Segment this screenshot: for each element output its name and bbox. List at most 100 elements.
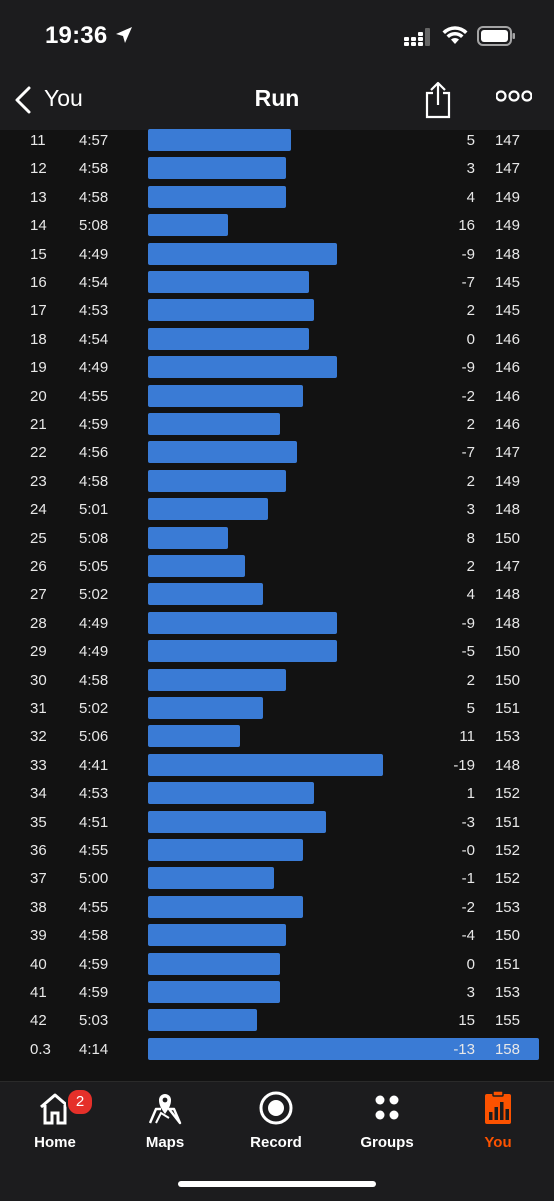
split-heart-rate: 146 — [494, 387, 520, 405]
split-elevation: -5 — [461, 643, 475, 661]
split-row: 25 5:08 8 150 — [0, 524, 554, 552]
record-icon — [259, 1091, 293, 1125]
split-pace-bar — [148, 185, 286, 208]
split-row: 17 4:53 2 145 — [0, 296, 554, 324]
split-km: 16 — [30, 274, 47, 291]
split-km: 31 — [30, 700, 47, 717]
split-km: 38 — [30, 898, 47, 916]
split-heart-rate: 147 — [494, 444, 520, 462]
split-pace-bar — [148, 526, 228, 549]
split-heart-rate: 147 — [494, 160, 520, 178]
split-pace-bar — [148, 413, 280, 435]
split-pace-bar — [148, 469, 286, 492]
split-pace: 4:55 — [79, 842, 109, 859]
split-km: 24 — [30, 501, 47, 519]
split-row: 19 4:49 -9 146 — [0, 353, 554, 381]
more-options-icon[interactable] — [496, 89, 532, 103]
split-pace-bar — [148, 214, 228, 237]
tab-you[interactable]: You — [443, 1082, 553, 1162]
split-row: 36 4:55 -0 152 — [0, 836, 554, 864]
split-heart-rate: 145 — [494, 302, 520, 320]
split-row: 13 4:58 4 149 — [0, 183, 554, 211]
split-pace: 4:54 — [79, 274, 109, 291]
split-pace-bar — [148, 810, 326, 833]
split-row: 21 4:59 2 146 — [0, 410, 554, 438]
split-pace: 4:49 — [79, 614, 109, 632]
split-row: 34 4:53 1 152 — [0, 779, 554, 807]
split-pace-bar — [148, 242, 338, 265]
split-elevation: 1 — [466, 785, 475, 803]
split-pace-bar — [148, 867, 274, 890]
split-heart-rate: 150 — [494, 671, 520, 689]
split-elevation: 4 — [466, 586, 475, 604]
split-row: 24 5:01 3 148 — [0, 495, 554, 523]
split-row: 41 4:59 3 153 — [0, 978, 554, 1006]
split-km: 23 — [30, 472, 47, 490]
split-heart-rate: 149 — [494, 217, 520, 235]
split-pace: 5:01 — [79, 501, 109, 519]
split-heart-rate: 149 — [494, 472, 520, 490]
split-heart-rate: 148 — [494, 586, 520, 604]
split-pace-bar — [148, 924, 286, 947]
split-heart-rate: 150 — [494, 927, 520, 945]
split-heart-rate: 153 — [494, 984, 520, 1001]
tab-maps[interactable]: Maps — [110, 1082, 220, 1162]
chevron-left-icon[interactable] — [12, 84, 34, 116]
split-pace-bar — [148, 697, 263, 719]
split-pace-bar — [148, 952, 280, 975]
split-km: 13 — [30, 188, 47, 206]
tab-home[interactable]: 2 Home — [0, 1082, 110, 1162]
maps-icon — [148, 1094, 182, 1125]
split-pace: 4:55 — [79, 898, 109, 916]
split-pace: 5:00 — [79, 870, 109, 888]
split-heart-rate: 158 — [494, 1040, 520, 1058]
split-elevation: 3 — [466, 501, 475, 519]
split-elevation: 16 — [458, 217, 475, 235]
split-pace: 4:49 — [79, 359, 109, 377]
split-elevation: 11 — [459, 728, 475, 746]
split-pace-bar — [148, 725, 240, 748]
split-pace-bar — [148, 384, 303, 407]
split-elevation: -4 — [461, 927, 475, 945]
split-km: 28 — [30, 614, 47, 632]
split-pace: 4:51 — [79, 813, 109, 831]
tab-groups[interactable]: Groups — [332, 1082, 442, 1162]
split-elevation: -9 — [461, 614, 475, 632]
split-row: 15 4:49 -9 148 — [0, 240, 554, 268]
split-km: 11 — [30, 132, 46, 149]
split-elevation: -19 — [453, 756, 475, 774]
split-row: 32 5:06 11 153 — [0, 722, 554, 750]
notification-badge: 2 — [66, 1088, 94, 1116]
split-heart-rate: 148 — [494, 501, 520, 519]
split-elevation: -0 — [461, 842, 475, 859]
tab-record[interactable]: Record — [221, 1082, 331, 1162]
split-km: 25 — [30, 529, 47, 547]
split-heart-rate: 148 — [494, 245, 520, 263]
split-pace: 4:58 — [79, 671, 109, 689]
split-elevation: -9 — [461, 245, 475, 263]
split-row: 11 4:57 5 147 — [0, 126, 554, 154]
split-heart-rate: 149 — [494, 188, 520, 206]
back-button[interactable]: You — [44, 85, 83, 111]
split-km: 19 — [30, 359, 47, 377]
split-pace: 5:08 — [79, 217, 109, 235]
split-heart-rate: 152 — [494, 842, 520, 859]
status-bar: 19:36 — [0, 0, 554, 72]
split-km: 39 — [30, 927, 47, 945]
split-pace-bar — [148, 668, 286, 691]
split-pace: 4:41 — [79, 756, 109, 774]
share-icon[interactable] — [423, 80, 453, 120]
cellular-signal-icon — [404, 28, 430, 46]
split-heart-rate: 151 — [494, 700, 520, 717]
split-row: 39 4:58 -4 150 — [0, 921, 554, 949]
split-elevation: 5 — [466, 132, 475, 149]
split-pace-bar — [148, 157, 286, 180]
split-row: 12 4:58 3 147 — [0, 154, 554, 182]
split-pace: 5:08 — [79, 529, 109, 547]
split-pace: 4:53 — [79, 785, 109, 803]
split-km: 18 — [30, 330, 47, 348]
split-heart-rate: 148 — [494, 756, 520, 774]
split-pace-bar — [148, 583, 263, 606]
split-elevation: 5 — [466, 700, 475, 717]
split-pace: 4:55 — [79, 387, 109, 405]
